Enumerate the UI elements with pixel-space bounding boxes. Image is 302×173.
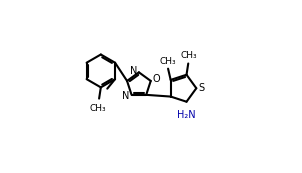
Text: S: S [199,83,205,93]
Text: CH₃: CH₃ [160,57,176,66]
Text: O: O [152,74,160,84]
Text: N: N [130,66,137,76]
Text: N: N [123,91,130,101]
Text: CH₃: CH₃ [181,51,198,60]
Text: H₂N: H₂N [177,110,196,120]
Text: CH₃: CH₃ [90,104,107,113]
